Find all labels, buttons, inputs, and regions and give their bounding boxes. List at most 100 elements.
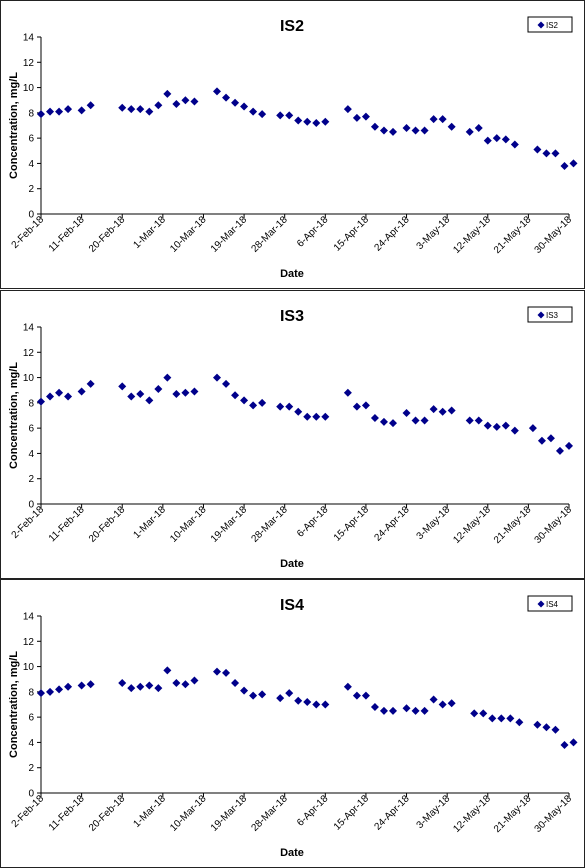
data-point [213, 373, 221, 382]
data-point [222, 93, 231, 102]
data-point [303, 412, 312, 421]
data-point [172, 679, 181, 688]
data-point [303, 697, 312, 706]
data-point [497, 714, 506, 723]
legend-marker [537, 600, 545, 608]
y-tick-label: 4 [28, 738, 34, 749]
data-point [213, 87, 221, 96]
x-tick-label: 1-Mar-18 [131, 793, 168, 830]
x-tick-label: 24-Apr-18 [372, 793, 412, 833]
data-point [276, 402, 285, 411]
chart-title: IS4 [280, 597, 304, 614]
x-tick-label: 10-Mar-18 [168, 214, 209, 255]
y-tick-label: 8 [28, 108, 34, 119]
data-point [145, 396, 154, 405]
data-point [240, 102, 249, 111]
y-tick-label: 14 [23, 323, 35, 334]
data-point [402, 704, 411, 713]
data-point [533, 145, 542, 154]
y-tick-label: 12 [23, 58, 35, 69]
data-point [429, 115, 438, 124]
data-point [172, 100, 181, 109]
data-point [118, 382, 127, 391]
data-point [483, 421, 492, 430]
data-point [312, 700, 321, 709]
data-point [64, 682, 73, 691]
data-point [55, 685, 64, 694]
data-point [37, 110, 45, 119]
data-point [479, 709, 488, 718]
data-point [37, 397, 45, 406]
x-tick-label: 21-May-18 [492, 214, 534, 256]
x-tick-label: 30-May-18 [533, 793, 575, 835]
data-point [154, 384, 163, 393]
x-tick-label: 1-Mar-18 [131, 214, 168, 251]
chart-panel-is3: IS3 0 2 4 6 8 10 12 14 2-Feb-18 11-Feb-18 20-Feb-18… [0, 290, 585, 579]
x-tick-label: 28-Mar-18 [249, 214, 290, 255]
data-point [190, 387, 199, 396]
data-point [447, 122, 456, 131]
data-point [429, 695, 438, 704]
x-tick-label: 24-Apr-18 [372, 504, 412, 544]
data-point [258, 398, 267, 407]
x-tick-label: 28-Mar-18 [249, 793, 290, 834]
data-point [249, 691, 258, 700]
data-point [294, 696, 303, 705]
data-point [402, 124, 411, 133]
data-point [389, 419, 397, 428]
data-point [190, 676, 199, 685]
y-tick-label: 12 [23, 637, 35, 648]
data-point [447, 699, 456, 708]
legend: IS2 [527, 16, 573, 33]
data-point [389, 706, 397, 715]
x-tick-label: 24-Apr-18 [372, 214, 412, 254]
data-point [465, 416, 474, 425]
data-point [402, 408, 411, 417]
data-point [420, 706, 429, 715]
data-point [379, 417, 388, 426]
legend-label: IS3 [546, 311, 559, 320]
data-point [154, 101, 163, 110]
chart-panel-is2: IS2 0 2 4 6 8 10 12 14 2-Feb-18 11-Feb-18 20-Feb-18… [0, 0, 585, 289]
data-point [411, 416, 420, 425]
x-tick-label: 30-May-18 [533, 504, 575, 546]
data-point [213, 667, 221, 676]
x-axis-label: Date [280, 268, 304, 280]
data-point [546, 434, 555, 443]
data-point [370, 703, 379, 712]
data-point [231, 391, 240, 400]
data-point [389, 127, 397, 136]
y-tick-label: 6 [28, 713, 34, 724]
data-point [258, 110, 267, 119]
legend: IS4 [527, 595, 573, 612]
x-tick-label: 1-Mar-18 [131, 504, 168, 541]
data-point [438, 700, 447, 709]
y-tick-label: 10 [23, 83, 35, 94]
x-tick-label: 10-Mar-18 [168, 504, 209, 545]
x-axis-label: Date [280, 847, 304, 859]
data-point [528, 424, 537, 433]
data-point [515, 718, 524, 727]
legend-label: IS4 [546, 600, 559, 609]
x-tick-label: 20-Feb-18 [87, 504, 128, 545]
data-point [64, 392, 73, 401]
data-point [312, 412, 321, 421]
legend-label: IS2 [546, 21, 559, 30]
data-point [276, 694, 285, 703]
data-point [136, 105, 145, 114]
data-point [551, 149, 560, 158]
y-tick-label: 0 [28, 210, 34, 221]
y-axis-label: Concentration, mg/L [8, 362, 20, 469]
data-point [249, 401, 258, 410]
y-tick-label: 6 [28, 424, 34, 435]
x-tick-label: 12-May-18 [451, 214, 493, 256]
y-tick-label: 4 [28, 159, 34, 170]
x-tick-label: 30-May-18 [533, 214, 575, 256]
data-point [488, 714, 497, 723]
y-tick-label: 2 [28, 763, 34, 774]
data-point [361, 691, 370, 700]
data-point [136, 682, 145, 691]
data-point [370, 414, 379, 423]
